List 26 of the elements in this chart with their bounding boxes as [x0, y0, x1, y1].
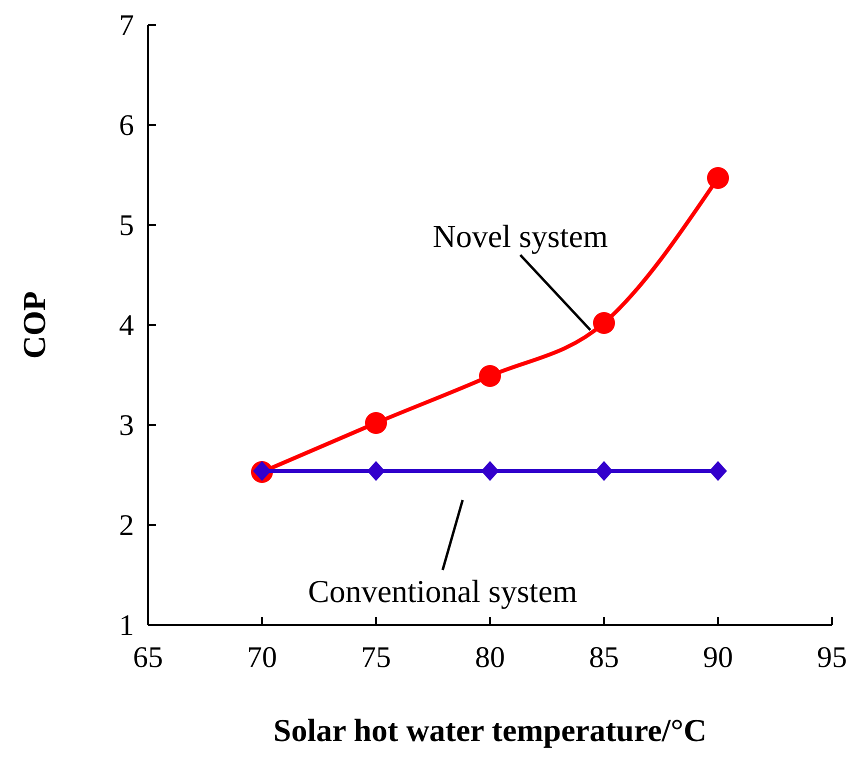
x-tick-label: 80	[475, 641, 505, 674]
y-tick-label: 6	[119, 109, 134, 142]
point	[365, 412, 387, 434]
x-tick-label: 70	[247, 641, 277, 674]
point	[707, 167, 729, 189]
point	[709, 461, 727, 481]
text: Conventional system	[308, 573, 578, 609]
x-tick-label: 65	[133, 641, 163, 674]
x-tick-label: 95	[817, 641, 847, 674]
point	[367, 461, 385, 481]
series-label: Novel system	[432, 218, 608, 254]
y-tick-label: 2	[119, 509, 134, 542]
x-tick-label: 75	[361, 641, 391, 674]
point	[481, 461, 499, 481]
point	[595, 461, 613, 481]
x-tick-label: 85	[589, 641, 619, 674]
y-tick-label: 4	[119, 309, 134, 342]
y-axis-title: COP	[16, 291, 52, 359]
point	[593, 312, 615, 334]
x-tick-label: 90	[703, 641, 733, 674]
x-axis-title: Solar hot water temperature/°C	[273, 712, 707, 748]
y-tick-label: 7	[119, 9, 134, 42]
point	[479, 365, 501, 387]
y-tick-label: 5	[119, 209, 134, 242]
y-tick-label: 3	[119, 409, 134, 442]
y-tick-label: 1	[119, 609, 134, 642]
